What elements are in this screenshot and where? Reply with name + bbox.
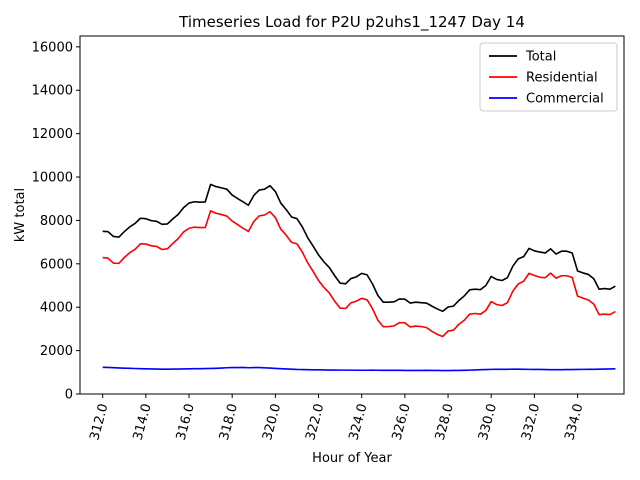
legend-label-total: Total <box>525 50 556 65</box>
y-tick-label: 2000 <box>40 344 73 359</box>
y-tick-label: 6000 <box>40 257 73 272</box>
y-tick-label: 10000 <box>32 171 73 186</box>
series-line-commercial <box>102 366 616 372</box>
series-line-residential <box>102 210 616 338</box>
y-axis-label: kW total <box>13 188 28 242</box>
legend-box <box>479 42 618 112</box>
y-tick-label: 16000 <box>32 40 73 55</box>
x-axis-label: Hour of Year <box>312 451 392 466</box>
y-tick-label: 0 <box>65 388 73 403</box>
plot-frame <box>79 35 625 395</box>
chart-title: Timeseries Load for P2U p2uhs1_1247 Day … <box>178 13 525 32</box>
series-line-total <box>102 183 616 313</box>
legend-label-commercial: Commercial <box>526 92 604 107</box>
legend-label-residential: Residential <box>526 71 598 86</box>
series-layer <box>102 183 616 372</box>
y-tick-label: 14000 <box>32 84 73 99</box>
y-tick-label: 12000 <box>32 127 73 142</box>
legend: Total Residential Commercial <box>479 42 618 112</box>
y-tick-label: 8000 <box>40 214 73 229</box>
y-tick-label: 4000 <box>40 301 73 316</box>
